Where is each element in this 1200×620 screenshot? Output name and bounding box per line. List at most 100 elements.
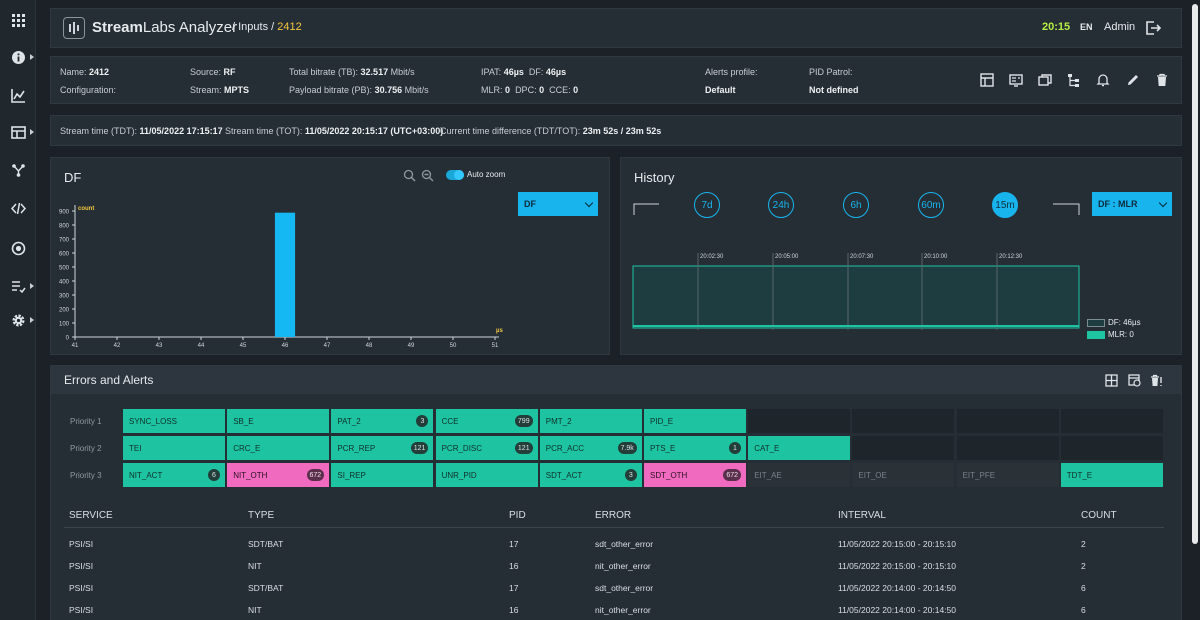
time-tick-label: 20:07:30: [850, 254, 874, 260]
error-cell-unr_pid[interactable]: UNR_PID: [435, 463, 538, 487]
copy-icon[interactable]: [1038, 73, 1052, 87]
column-header-pid[interactable]: PID: [509, 510, 526, 521]
gear-icon[interactable]: [0, 306, 36, 334]
error-cell-sync_loss[interactable]: SYNC_LOSS: [123, 409, 225, 433]
table-cell: nit_other_error: [595, 605, 651, 615]
error-cell-empty: [852, 409, 955, 433]
error-cell-eit_ae[interactable]: EIT_AE: [748, 463, 851, 487]
configuration-field: Configuration:: [60, 85, 117, 95]
error-cell-sdt_oth[interactable]: SDT_OTH 672: [644, 463, 746, 487]
error-cell-pcr_disc[interactable]: PCR_DISC 121: [435, 436, 538, 460]
record-icon[interactable]: [0, 234, 36, 262]
scrollbar-thumb[interactable]: [1192, 4, 1198, 544]
error-cell-cat_e[interactable]: CAT_E: [748, 436, 851, 460]
error-cell-pts_e[interactable]: PTS_E 1: [644, 436, 746, 460]
card-icon[interactable]: [1009, 73, 1023, 87]
edit-icon[interactable]: [1126, 73, 1140, 87]
logout-icon[interactable]: [1145, 20, 1161, 36]
table-cell: 11/05/2022 20:15:00 - 20:15:10: [838, 561, 956, 571]
error-cell-sb_e[interactable]: SB_E: [227, 409, 330, 433]
clear-errors-icon[interactable]: [1150, 374, 1163, 387]
df-chart-panel: DF Auto zoom DF 0 100 200 300 400 500 600 700 80…: [50, 157, 610, 355]
error-cell-pid_e[interactable]: PID_E: [644, 409, 746, 433]
zoom-out-icon[interactable]: [421, 169, 434, 182]
language-button[interactable]: EN: [1080, 22, 1093, 32]
bell-icon[interactable]: [1096, 73, 1110, 87]
stream-time-tot: Stream time (TOT): 11/05/2022 20:15:17 (…: [225, 126, 444, 136]
breadcrumb: / Inputs / 2412: [232, 21, 302, 33]
error-cell-tdt_e[interactable]: TDT_E: [1060, 463, 1163, 487]
name-field: Name: 2412: [60, 67, 110, 77]
column-header-type[interactable]: TYPE: [248, 510, 275, 521]
grid-view-icon[interactable]: [1105, 374, 1118, 387]
error-count-badge: 121: [514, 442, 533, 454]
table-cell: PSI/SI: [69, 561, 94, 571]
x-tick-label: 48: [366, 343, 373, 349]
error-cell-empty: [956, 436, 1059, 460]
history-metric-select[interactable]: DF : MLR: [1092, 192, 1172, 216]
df-panel-title: DF: [64, 170, 82, 185]
table-cell: 6: [1081, 605, 1086, 615]
range-button-15m[interactable]: 15m: [992, 192, 1018, 218]
column-header-error[interactable]: ERROR: [595, 510, 632, 521]
time-tick-label: 20:12:30: [999, 254, 1023, 260]
range-button-24h[interactable]: 24h: [768, 192, 794, 218]
x-tick-label: 42: [114, 343, 121, 349]
error-cell-nit_act[interactable]: NIT_ACT 6: [123, 463, 225, 487]
delete-icon[interactable]: [1155, 73, 1169, 87]
top-bar: StreamLabs Analyzer / Inputs / 2412 20:1…: [50, 8, 1182, 48]
column-header-service[interactable]: SERVICE: [69, 510, 113, 521]
range-button-60m[interactable]: 60m: [918, 192, 944, 218]
error-cell-sdt_act[interactable]: SDT_ACT 3: [539, 463, 642, 487]
x-tick-label: 49: [408, 343, 415, 349]
grid-icon[interactable]: [0, 6, 36, 34]
y-tick-label: 500: [59, 266, 70, 272]
y-tick-label: 0: [66, 336, 70, 342]
y-tick-label: 200: [59, 308, 70, 314]
error-cell-crc_e[interactable]: CRC_E: [227, 436, 330, 460]
error-cell-eit_pfe[interactable]: EIT_PFE: [956, 463, 1059, 487]
table-cell: 11/05/2022 20:15:00 - 20:15:10: [838, 539, 956, 549]
df-series-area: [632, 265, 1080, 329]
error-count-badge: 1: [729, 442, 741, 454]
auto-zoom-toggle[interactable]: [446, 170, 464, 180]
history-title: History: [634, 170, 675, 185]
x-tick-label: 46: [282, 343, 289, 349]
column-header-interval[interactable]: INTERVAL: [838, 510, 886, 521]
x-tick-label: 51: [492, 343, 499, 349]
error-cell-eit_oe[interactable]: EIT_OE: [852, 463, 955, 487]
error-cell-pmt_2[interactable]: PMT_2: [539, 409, 642, 433]
input-info-panel: Name: 2412 Configuration: Source: RF Str…: [50, 56, 1182, 104]
error-cell-tei[interactable]: TEI: [123, 436, 225, 460]
history-view-icon[interactable]: [1128, 374, 1141, 387]
tree-icon[interactable]: [1067, 73, 1081, 87]
breadcrumb-current: 2412: [277, 21, 302, 33]
df-metric-select[interactable]: DF: [518, 192, 598, 216]
y-tick-label: 900: [59, 210, 70, 216]
user-menu[interactable]: Admin: [1104, 21, 1136, 33]
zoom-in-icon[interactable]: [403, 169, 416, 182]
error-cell-cce[interactable]: CCE 799: [435, 409, 538, 433]
range-button-6h[interactable]: 6h: [843, 192, 869, 218]
network-icon[interactable]: [0, 156, 36, 184]
page-scrollbar[interactable]: [1190, 0, 1200, 620]
range-button-7d[interactable]: 7d: [694, 192, 720, 218]
error-cell-pcr_rep[interactable]: PCR_REP 121: [331, 436, 434, 460]
logo-icon: [63, 17, 85, 39]
code-icon[interactable]: [0, 194, 36, 222]
info-icon[interactable]: [0, 43, 36, 71]
error-cell-pcr_acc[interactable]: PCR_ACC 7.9k: [539, 436, 642, 460]
checklist-icon[interactable]: [0, 272, 36, 300]
error-cell-pat_2[interactable]: PAT_2 3: [331, 409, 434, 433]
y-tick-label: 300: [59, 294, 70, 300]
table-cell: SDT/BAT: [248, 583, 284, 593]
x-tick-label: 45: [240, 343, 247, 349]
chart-icon[interactable]: [0, 81, 36, 109]
error-cell-si_rep[interactable]: SI_REP: [331, 463, 434, 487]
column-header-count[interactable]: COUNT: [1081, 510, 1117, 521]
layout-icon[interactable]: [980, 73, 994, 87]
breadcrumb-inputs[interactable]: / Inputs /: [232, 21, 275, 33]
error-cell-nit_oth[interactable]: NIT_OTH 672: [227, 463, 330, 487]
table-icon[interactable]: [0, 118, 36, 146]
